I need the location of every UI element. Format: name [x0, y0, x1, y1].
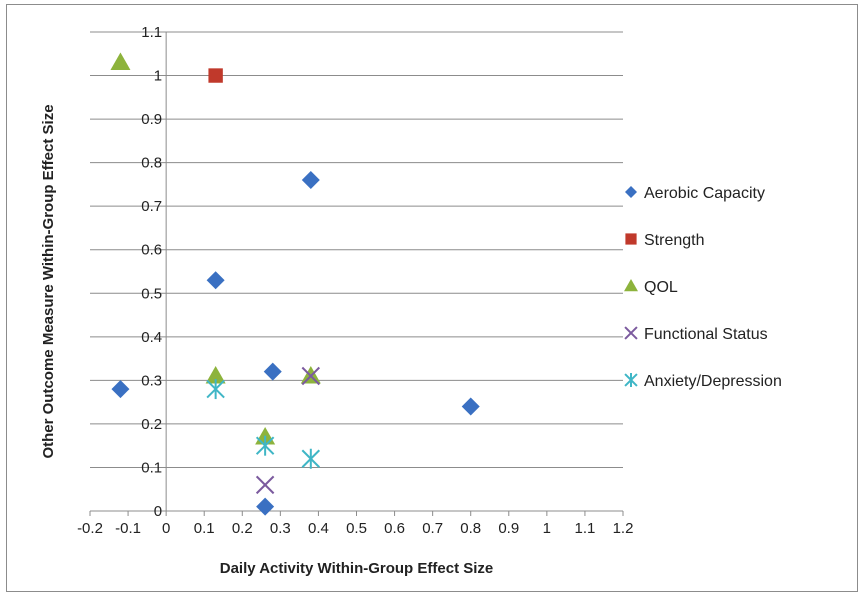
axes — [89, 32, 624, 516]
x-tick-label: 0.1 — [194, 520, 215, 537]
y-tick-label: 0.6 — [141, 242, 162, 259]
y-tick-label: 1 — [154, 68, 162, 85]
tick-labels: 0 0.1 0.2 0.3 0.4 0.5 0.6 0.7 0.8 0.9 1 1.1 -0.2 -0.1… — [77, 24, 633, 537]
data-points — [110, 52, 480, 516]
legend-marker — [625, 233, 637, 245]
x-tick-label: 1.1 — [574, 520, 595, 537]
legend-label: QOL — [644, 279, 678, 296]
x-axis-title: Daily Activity Within-Group Effect Size — [220, 560, 494, 577]
y-tick-label: 0 — [154, 503, 162, 520]
data-point-aerobic-capacity — [206, 271, 225, 290]
y-tick-label: 0.1 — [141, 459, 162, 476]
x-tick-label: 1.2 — [613, 520, 634, 537]
legend-marker — [624, 326, 638, 340]
x-tick-label: 0 — [162, 520, 170, 537]
x-tick-label: 0.8 — [460, 520, 481, 537]
x-tick-label: 0.4 — [308, 520, 329, 537]
y-tick-label: 0.8 — [141, 155, 162, 172]
y-tick-label: 0.2 — [141, 416, 162, 433]
legend-marker — [624, 373, 638, 387]
legend-item: Anxiety/Depression — [624, 373, 782, 390]
legend-item: QOL — [624, 279, 678, 296]
y-tick-label: 0.7 — [141, 198, 162, 215]
data-point-aerobic-capacity — [111, 380, 130, 399]
data-point-aerobic-capacity — [256, 497, 275, 516]
x-tick-label: 0.5 — [346, 520, 367, 537]
scatter-chart: 0 0.1 0.2 0.3 0.4 0.5 0.6 0.7 0.8 0.9 1 1.1 -0.2 -0.1… — [40, 24, 782, 577]
data-point-aerobic-capacity — [301, 171, 320, 190]
data-point-qol — [205, 366, 226, 384]
x-tick-label: 0.2 — [232, 520, 253, 537]
legend-marker — [625, 186, 637, 198]
x-tick-label: 0.6 — [384, 520, 405, 537]
chart-frame: 0 0.1 0.2 0.3 0.4 0.5 0.6 0.7 0.8 0.9 1 1.1 -0.2 -0.1… — [6, 4, 858, 592]
data-point-aerobic-capacity — [263, 362, 282, 381]
legend-label: Functional Status — [644, 326, 768, 343]
legend-label: Strength — [644, 232, 704, 249]
legend-item: Aerobic Capacity — [625, 185, 765, 202]
x-tick-label: 1 — [543, 520, 551, 537]
legend-label: Aerobic Capacity — [644, 185, 765, 202]
x-tick-label: 0.9 — [498, 520, 519, 537]
legend-item: Functional Status — [624, 326, 768, 343]
x-tick-label: 0.3 — [270, 520, 291, 537]
data-point-anxiety-depression — [255, 435, 275, 456]
data-point-functional-status — [255, 475, 275, 495]
data-point-strength — [208, 68, 223, 83]
legend: Aerobic Capacity Strength QOL Functional St… — [624, 185, 782, 390]
data-point-anxiety-depression — [301, 448, 321, 469]
legend-item: Strength — [625, 232, 704, 249]
y-tick-label: 0.3 — [141, 372, 162, 389]
data-point-aerobic-capacity — [461, 397, 480, 416]
data-point-qol — [110, 52, 131, 70]
data-point-anxiety-depression — [206, 379, 225, 400]
legend-marker — [624, 279, 638, 292]
gridlines — [90, 31, 623, 468]
legend-label: Anxiety/Depression — [644, 373, 782, 390]
y-tick-label: 0.5 — [141, 285, 162, 302]
y-tick-label: 1.1 — [141, 24, 162, 41]
y-tick-label: 0.9 — [141, 111, 162, 128]
y-axis-title: Other Outcome Measure Within-Group Effec… — [40, 104, 57, 458]
data-point-functional-status — [301, 366, 321, 386]
x-tick-label: -0.1 — [115, 520, 141, 537]
x-tick-label: 0.7 — [422, 520, 443, 537]
x-tick-label: -0.2 — [77, 520, 103, 537]
y-tick-label: 0.4 — [141, 329, 162, 346]
